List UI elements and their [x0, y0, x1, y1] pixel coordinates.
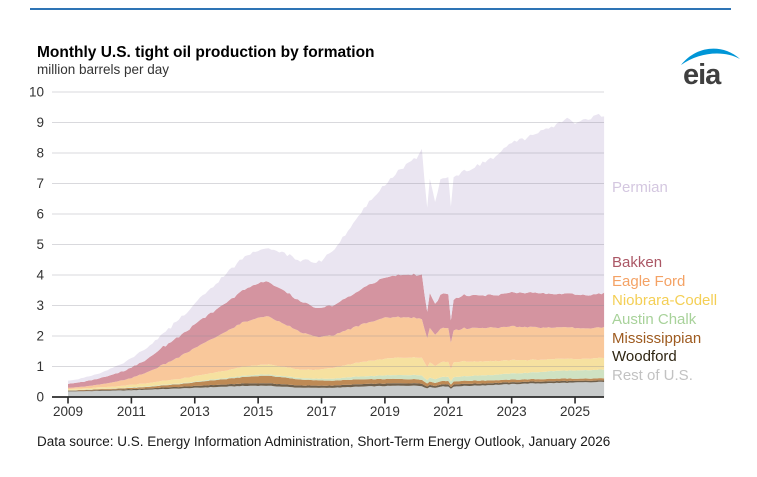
top-rule [30, 8, 731, 10]
y-tick-label: 10 [29, 85, 44, 100]
x-tick-label: 2015 [243, 404, 273, 419]
area-mississippian [68, 375, 605, 391]
area-rest-of-u-s- [68, 381, 605, 397]
logo-swoosh-icon [681, 48, 740, 65]
data-source: Data source: U.S. Energy Information Adm… [37, 434, 611, 449]
x-tick-label: 2025 [560, 404, 590, 419]
y-tick-label: 4 [36, 268, 44, 283]
y-tick-label: 9 [36, 115, 44, 130]
units-label: million barrels per day [37, 62, 170, 77]
x-tick-label: 2021 [433, 404, 463, 419]
eia-logo-text: eia [683, 59, 722, 88]
y-tick-label: 6 [36, 207, 44, 222]
x-tick-label: 2011 [117, 404, 146, 419]
page-title: Monthly U.S. tight oil production by for… [37, 44, 375, 61]
x-tick-label: 2009 [53, 404, 83, 419]
area-woodford [68, 380, 605, 392]
x-tick-label: 2019 [370, 404, 400, 419]
area-eagle-ford [68, 316, 605, 389]
y-tick-label: 3 [36, 298, 44, 313]
x-tick-label: 2017 [306, 404, 336, 419]
x-tick-label: 2013 [180, 404, 210, 419]
y-tick-label: 7 [36, 176, 44, 191]
eia-logo-graphic: eia [681, 48, 740, 91]
y-tick-label: 8 [36, 146, 44, 161]
area-bakken [68, 273, 605, 388]
area-permian [68, 113, 605, 385]
y-tick-label: 1 [36, 359, 44, 374]
area-niobrara-codell [68, 357, 605, 390]
eia-logo: eia [678, 42, 742, 91]
y-tick-label: 0 [36, 390, 44, 405]
y-tick-label: 5 [36, 237, 44, 252]
area-austin-chalk [68, 369, 605, 391]
y-tick-label: 2 [36, 329, 44, 344]
x-tick-label: 2023 [497, 404, 527, 419]
